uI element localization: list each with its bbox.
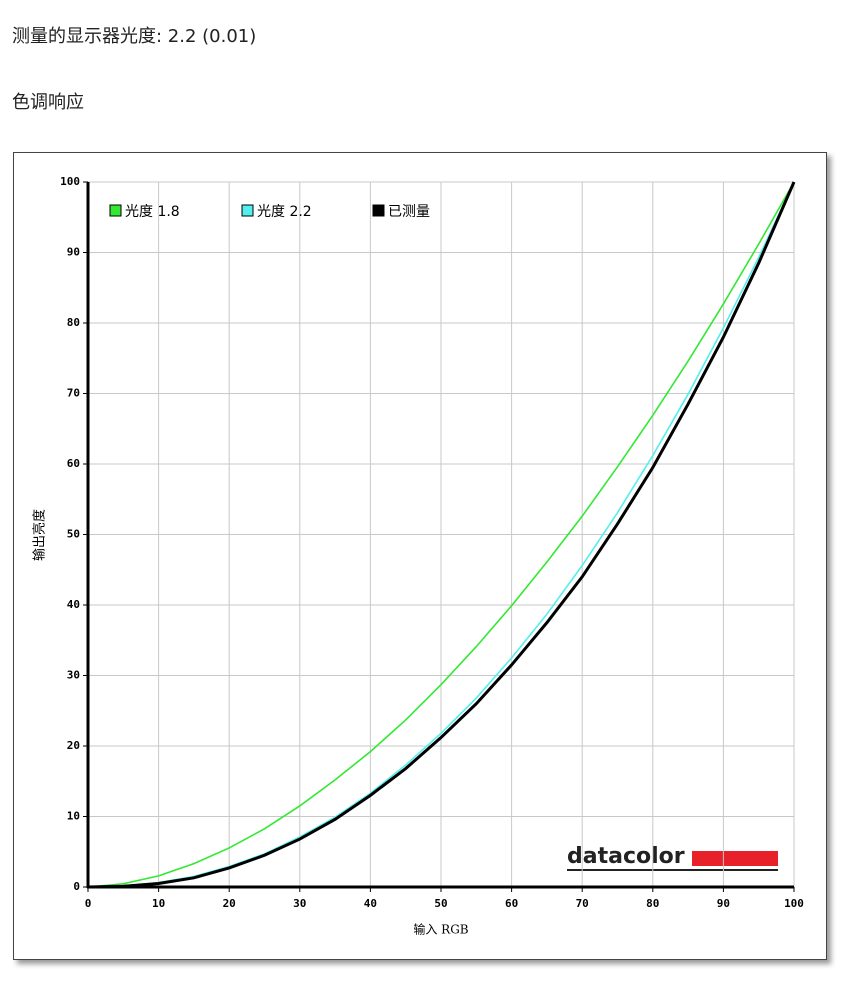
logo: datacolor bbox=[567, 844, 685, 869]
y-tick-label: 20 bbox=[67, 739, 80, 752]
y-tick-label: 100 bbox=[60, 175, 80, 188]
legend-label: 光度 1.8 bbox=[125, 204, 180, 220]
x-tick-label: 70 bbox=[576, 897, 589, 910]
x-tick-label: 80 bbox=[646, 897, 659, 910]
logo-bar bbox=[692, 851, 778, 866]
y-tick-label: 30 bbox=[67, 669, 80, 682]
y-tick-label: 90 bbox=[67, 246, 80, 259]
y-tick-label: 80 bbox=[67, 316, 80, 329]
y-tick-label: 10 bbox=[67, 810, 80, 823]
chart-frame bbox=[13, 152, 827, 960]
series-line bbox=[87, 181, 795, 888]
x-tick-label: 90 bbox=[717, 897, 730, 910]
x-tick-label: 30 bbox=[293, 897, 306, 910]
legend-label: 已测量 bbox=[388, 204, 430, 220]
x-axis-label: 输入 RGB bbox=[413, 922, 468, 937]
y-tick-label: 70 bbox=[67, 387, 80, 400]
y-tick-label: 40 bbox=[67, 598, 80, 611]
x-tick-label: 50 bbox=[434, 897, 447, 910]
y-axis-label: 输出亮度 bbox=[32, 509, 48, 561]
legend-label: 光度 2.2 bbox=[257, 204, 312, 220]
x-tick-label: 40 bbox=[364, 897, 377, 910]
y-tick-label: 60 bbox=[67, 457, 80, 470]
x-tick-label: 60 bbox=[505, 897, 518, 910]
series-line bbox=[87, 181, 796, 889]
legend-swatch bbox=[109, 204, 122, 217]
gamma-line: 测量的显示器光度: 2.2 (0.01) bbox=[12, 26, 257, 47]
y-tick-label: 0 bbox=[73, 880, 80, 893]
section-title: 色调响应 bbox=[12, 92, 84, 113]
legend-swatch bbox=[372, 204, 385, 217]
y-tick-label: 50 bbox=[67, 528, 80, 541]
x-tick-label: 100 bbox=[784, 897, 804, 910]
legend-swatch bbox=[241, 204, 254, 217]
x-tick-label: 10 bbox=[152, 897, 165, 910]
x-tick-label: 20 bbox=[223, 897, 236, 910]
x-tick-label: 0 bbox=[85, 897, 92, 910]
